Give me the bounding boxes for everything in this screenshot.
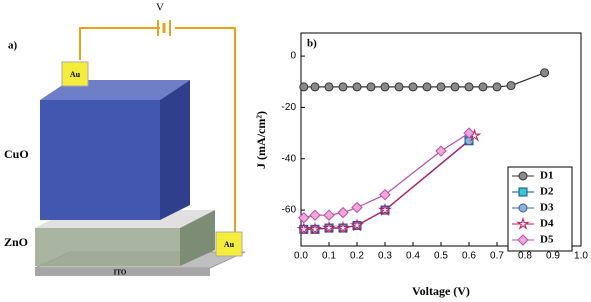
voltage-label: V: [156, 2, 164, 14]
legend-box: [507, 166, 573, 252]
electrode-label: Au: [224, 240, 235, 249]
panel-label: a): [8, 40, 18, 52]
series-line: [303, 132, 470, 219]
legend-label: D4: [540, 218, 554, 230]
marker: [463, 127, 475, 139]
marker: [309, 209, 321, 221]
marker: [435, 145, 447, 157]
marker: [492, 82, 502, 92]
layer-label: ITO: [114, 269, 127, 277]
marker: [436, 82, 446, 92]
marker: [335, 220, 351, 233]
x-tick-label: 0.5: [434, 251, 448, 262]
au-electrode: [61, 61, 89, 87]
marker: [323, 209, 335, 221]
marker: [379, 188, 391, 201]
legend-label: D3: [540, 202, 554, 214]
x-axis-label: Voltage (V): [412, 284, 470, 298]
marker: [324, 82, 334, 92]
marker: [338, 82, 348, 92]
marker: [321, 220, 337, 233]
wire: [79, 27, 160, 60]
legend-marker: [515, 216, 531, 230]
ito-side: [35, 268, 210, 276]
x-tick-label: 1.0: [574, 251, 588, 262]
zno-layer: [35, 228, 180, 266]
legend-marker: [518, 171, 528, 181]
x-tick-label: 0.2: [350, 251, 364, 262]
legend-label: D2: [540, 186, 554, 198]
legend-marker: [518, 203, 528, 213]
layer-label: CuO: [4, 147, 29, 161]
marker: [351, 201, 363, 214]
marker: [296, 221, 311, 235]
x-tick-label: 0.4: [406, 251, 420, 262]
marker: [298, 212, 310, 224]
marker: [337, 206, 349, 219]
cuo-side: [160, 80, 190, 220]
marker: [506, 81, 516, 91]
marker: [380, 82, 390, 92]
marker: [394, 82, 404, 92]
au-electrode: [215, 231, 243, 257]
y-tick-label: -40: [282, 153, 297, 164]
legend-label: D1: [540, 170, 553, 182]
zno-side: [180, 210, 215, 266]
marker: [408, 82, 418, 92]
x-tick-label: 0.7: [490, 251, 504, 262]
marker: [310, 82, 320, 92]
marker: [349, 218, 365, 232]
marker: [450, 82, 460, 92]
cuo-layer: [40, 100, 160, 220]
x-tick-label: 0.0: [294, 251, 308, 262]
device-schematic: a) V Au Au CuO ZnO ITO: [4, 2, 246, 277]
y-tick-label: -60: [282, 205, 297, 216]
marker: [478, 82, 488, 92]
marker: [299, 82, 309, 92]
marker: [422, 82, 432, 92]
legend-marker: [518, 187, 528, 197]
x-tick-label: 0.8: [518, 251, 532, 262]
marker: [540, 68, 550, 78]
x-tick-label: 0.9: [546, 251, 560, 262]
marker: [464, 82, 474, 92]
y-axis-label: J (mA/cm²): [254, 111, 268, 169]
marker: [377, 202, 393, 217]
wire: [79, 27, 236, 232]
legend-marker: [517, 234, 529, 246]
x-tick-label: 0.6: [462, 251, 476, 262]
marker: [366, 82, 376, 92]
x-tick-label: 0.3: [378, 251, 392, 262]
y-tick-label: 0: [290, 51, 296, 62]
marker: [352, 82, 362, 92]
legend-label: D5: [540, 234, 554, 246]
y-tick-label: -20: [282, 102, 297, 113]
x-tick-label: 0.1: [322, 251, 336, 262]
electrode-label: Au: [70, 70, 81, 79]
layer-label: ZnO: [4, 235, 28, 249]
panel-label: b): [307, 38, 317, 50]
marker: [307, 221, 323, 235]
